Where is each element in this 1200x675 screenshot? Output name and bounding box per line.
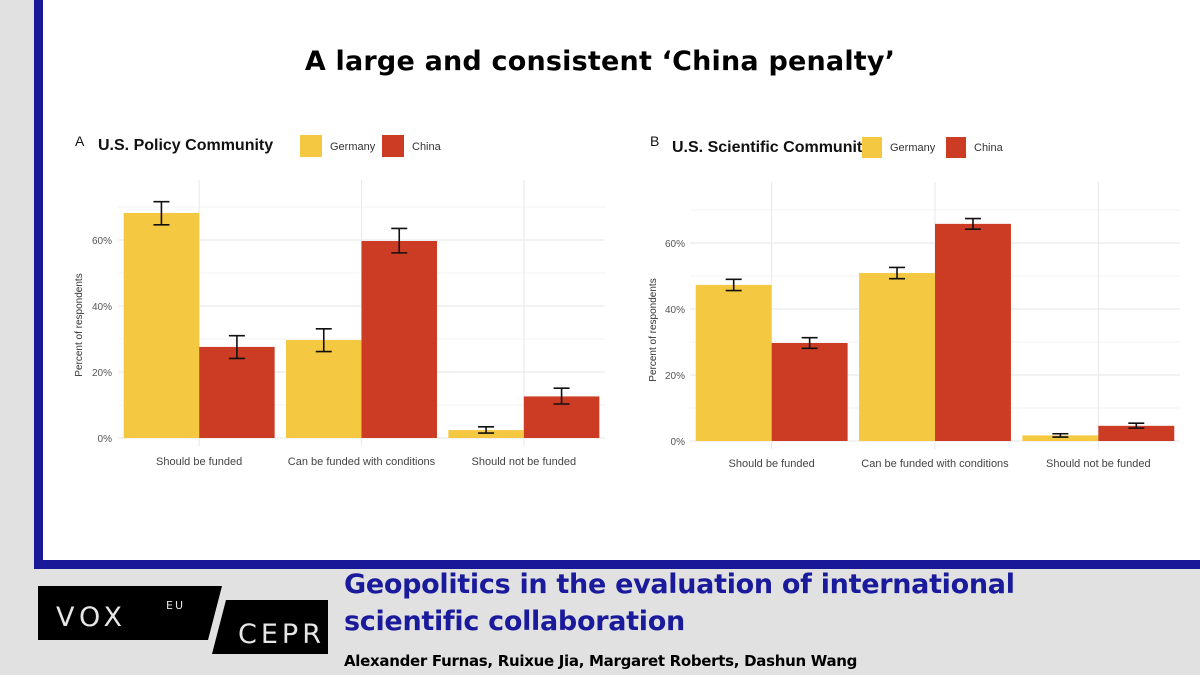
bar-germany-should-not-be-funded [448, 430, 524, 438]
legend-swatch-china [946, 137, 966, 158]
x-category-label: Should be funded [729, 458, 815, 470]
article-title-line: Geopolitics in the evaluation of interna… [344, 569, 1015, 600]
logo-eu-text: EU [166, 599, 185, 612]
y-axis-label: Percent of respondents [648, 278, 659, 381]
legend-label-germany: Germany [330, 141, 376, 153]
article-authors: Alexander Furnas, Ruixue Jia, Margaret R… [344, 652, 858, 670]
logo-vox-text: VOX [56, 602, 127, 633]
x-category-label: Should not be funded [472, 456, 577, 468]
error-bar [725, 278, 742, 292]
y-tick-label: 40% [92, 302, 112, 313]
y-tick-label: 40% [665, 305, 685, 316]
bar-china-should-be-funded [771, 342, 848, 441]
error-bar [1052, 432, 1069, 438]
legend-label-china: China [412, 141, 442, 153]
bar-germany-can-be-funded-with-conditions [859, 273, 935, 441]
error-bar [553, 387, 570, 405]
bar-germany-should-be-funded [123, 212, 200, 438]
article-title: Geopolitics in the evaluation of interna… [344, 566, 1194, 640]
x-category-label: Can be funded with conditions [288, 456, 436, 468]
slide-title: A large and consistent ‘China penalty’ [304, 46, 896, 77]
panel-letter: B [650, 133, 659, 149]
y-axis-label: Percent of respondents [74, 273, 85, 376]
y-tick-label: 20% [665, 371, 685, 382]
legend-label-china: China [974, 142, 1004, 154]
chart-policy-community: A U.S. Policy Community Germany China 0%… [74, 133, 605, 468]
bar-china-can-be-funded-with-conditions [361, 240, 437, 438]
bar-germany-should-be-funded [695, 284, 772, 441]
x-category-label: Should not be funded [1046, 458, 1151, 470]
y-tick-label: 20% [92, 368, 112, 379]
chart-scientific-community: B U.S. Scientific Community Germany Chin… [648, 133, 1180, 470]
panel-letter: A [75, 133, 85, 149]
bar-china-can-be-funded-with-conditions [935, 223, 1011, 441]
error-bar [153, 200, 170, 226]
error-bar [964, 217, 981, 230]
bar-germany-can-be-funded-with-conditions [286, 339, 362, 438]
error-bar [478, 425, 495, 434]
error-bar [391, 227, 408, 254]
y-tick-label: 0% [98, 434, 113, 445]
legend-swatch-germany [300, 135, 322, 157]
logo-vox-block [38, 586, 222, 640]
error-bar [228, 334, 245, 360]
legend-label-germany: Germany [890, 142, 936, 154]
error-bar [315, 327, 332, 353]
error-bar [1128, 422, 1145, 429]
logo-cepr-text: CEPR [238, 619, 325, 650]
x-category-label: Can be funded with conditions [861, 458, 1009, 470]
y-tick-label: 0% [671, 437, 686, 448]
legend-swatch-germany [862, 137, 882, 158]
panel-title: U.S. Scientific Community [672, 139, 871, 156]
bar-germany-should-not-be-funded [1022, 435, 1099, 441]
bar-china-should-not-be-funded [1098, 425, 1175, 441]
logo-cepr-block [212, 600, 328, 654]
y-tick-label: 60% [92, 236, 112, 247]
error-bar [889, 266, 906, 280]
bar-china-should-be-funded [199, 346, 275, 438]
legend-swatch-china [382, 135, 404, 157]
article-title-line: scientific collaboration [344, 606, 685, 637]
x-category-label: Should be funded [156, 456, 242, 468]
panel-title: U.S. Policy Community [98, 137, 273, 154]
error-bar [801, 336, 818, 350]
voxeu-cepr-logo: VOX EU CEPR [38, 586, 328, 654]
y-tick-label: 60% [665, 239, 685, 250]
